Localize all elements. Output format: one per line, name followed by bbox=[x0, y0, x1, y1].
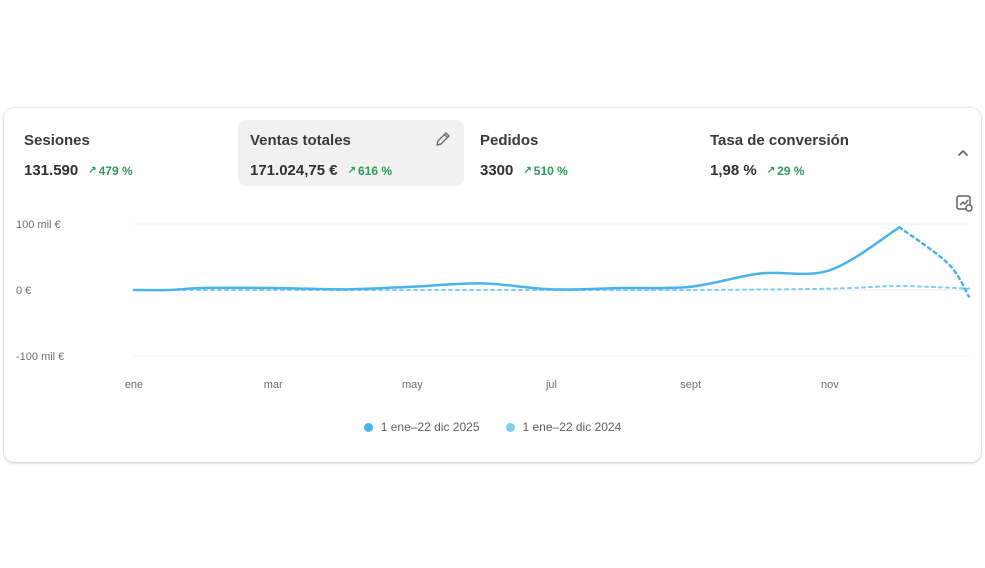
metric-delta: ↗ 510 % bbox=[523, 163, 568, 178]
legend-label-previous: 1 ene–22 dic 2024 bbox=[522, 420, 622, 434]
chart-settings-icon[interactable] bbox=[954, 193, 974, 213]
legend-item-current[interactable]: 1 ene–22 dic 2025 bbox=[363, 420, 480, 434]
series-line-2024 bbox=[133, 285, 970, 292]
pencil-icon[interactable] bbox=[434, 130, 452, 148]
y-tick-label: -100 mil € bbox=[16, 351, 64, 363]
x-tick-label: nov bbox=[821, 379, 839, 391]
metric-pedidos[interactable]: Pedidos 3300 ↗ 510 % bbox=[468, 120, 694, 186]
trend-up-icon: ↗ bbox=[766, 165, 776, 176]
metric-label: Ventas totales bbox=[250, 132, 351, 149]
y-tick-label: 0 € bbox=[16, 285, 31, 297]
metric-sesiones[interactable]: Sesiones 131.590 ↗ 479 % bbox=[12, 120, 238, 186]
x-tick-label: mar bbox=[264, 379, 283, 391]
metric-delta: ↗ 29 % bbox=[766, 163, 805, 178]
metric-value: 1,98 % bbox=[710, 162, 757, 179]
legend-dot-current bbox=[363, 422, 373, 432]
metric-value: 3300 bbox=[480, 162, 514, 179]
trend-up-icon: ↗ bbox=[88, 165, 97, 176]
sales-line-chart: 100 mil € 0 € -100 mil € ene mar may jul sept no… bbox=[16, 219, 971, 391]
analytics-card: Sesiones 131.590 ↗ 479 % Ventas totales 1… bbox=[4, 108, 981, 462]
chart-legend: 1 ene–22 dic 2025 1 ene–22 dic 2024 bbox=[4, 420, 981, 434]
metric-delta: ↗ 479 % bbox=[88, 163, 133, 178]
y-tick-label: 100 mil € bbox=[16, 219, 61, 231]
x-tick-label: ene bbox=[125, 379, 143, 391]
metric-label: Sesiones bbox=[24, 132, 90, 149]
series-line-2025-projection bbox=[898, 226, 971, 298]
legend-dot-previous bbox=[505, 422, 515, 432]
metric-label: Pedidos bbox=[480, 132, 539, 149]
chevron-up-icon[interactable] bbox=[954, 144, 972, 162]
trend-up-icon: ↗ bbox=[347, 165, 356, 176]
metric-value: 131.590 bbox=[24, 162, 79, 179]
legend-item-previous[interactable]: 1 ene–22 dic 2024 bbox=[505, 420, 622, 434]
trend-up-icon: ↗ bbox=[523, 165, 532, 176]
x-tick-label: may bbox=[402, 379, 423, 391]
metric-tasa-conversion[interactable]: Tasa de conversión 1,98 % ↗ 29 % bbox=[698, 120, 924, 186]
metric-value: 171.024,75 € bbox=[250, 162, 338, 179]
metric-delta: ↗ 616 % bbox=[347, 163, 393, 178]
metric-ventas-totales[interactable]: Ventas totales 171.024,75 € ↗ 616 % bbox=[238, 120, 464, 186]
x-tick-label: jul bbox=[545, 379, 557, 391]
metric-label: Tasa de conversión bbox=[710, 132, 849, 149]
x-tick-label: sept bbox=[680, 379, 701, 391]
legend-label-current: 1 ene–22 dic 2025 bbox=[380, 420, 480, 434]
series-line-2025 bbox=[132, 226, 901, 292]
